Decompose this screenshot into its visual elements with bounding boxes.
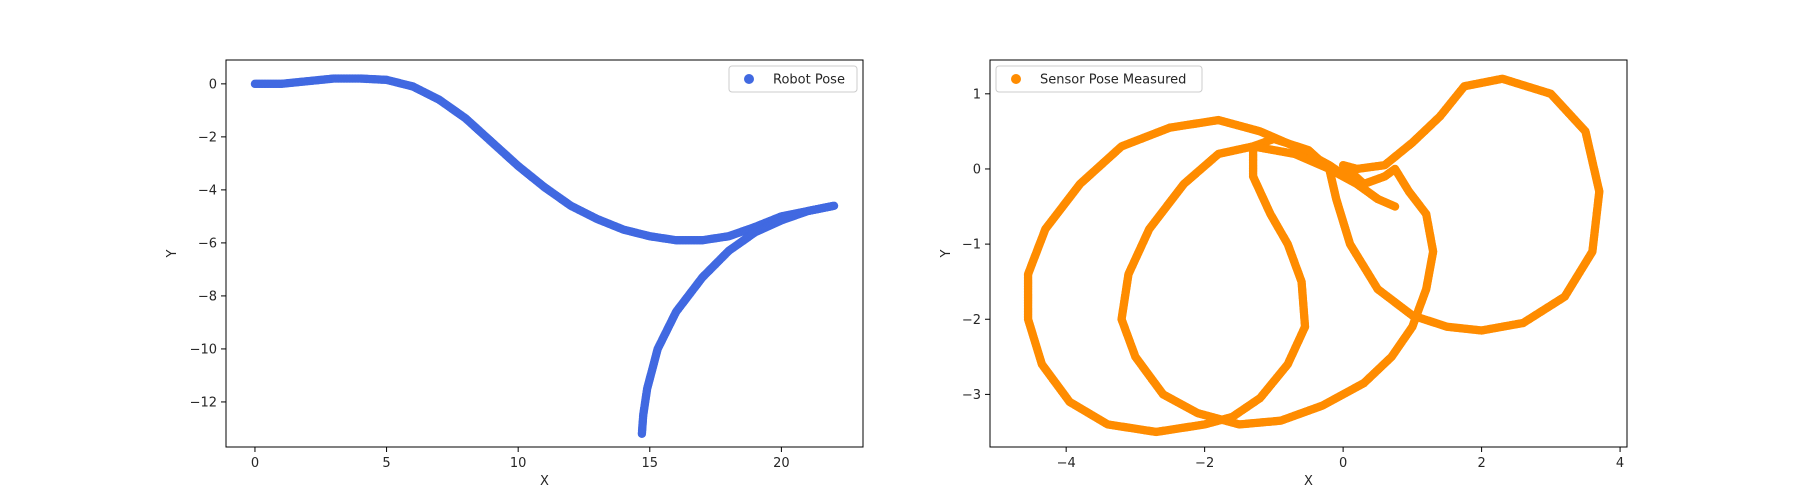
y-tick-label: 1 [973, 87, 981, 102]
axes-frame [225, 59, 864, 448]
x-tick-label: −4 [1057, 456, 1076, 471]
y-axis-label: Y [939, 249, 954, 258]
legend: Robot Pose [728, 65, 858, 93]
y-tick-label: −12 [190, 395, 217, 410]
y-tick-label: −6 [198, 236, 217, 251]
x-tick-label: 5 [382, 456, 390, 471]
sensor-pose-plot: −4 −2 0 2 4 1 0 −1 −2 −3 X Y Sensor Pose Measured [939, 59, 1628, 489]
y-tick-label: 0 [209, 77, 217, 92]
y-axis-label: Y [165, 249, 180, 258]
x-tick-label: 0 [1339, 456, 1347, 471]
y-tick-label: −2 [198, 130, 217, 145]
x-tick-label: 20 [773, 456, 790, 471]
legend-box [995, 65, 1203, 93]
y-tick-label: −1 [962, 238, 981, 253]
legend-box [728, 65, 858, 93]
series-points [1023, 74, 1604, 437]
series-points [250, 74, 839, 438]
y-tick-label: 0 [973, 162, 981, 177]
x-tick-label: 4 [1616, 456, 1624, 471]
x-tick-label: 2 [1477, 456, 1485, 471]
y-tick-label: −8 [198, 289, 217, 304]
x-tick-label: 15 [642, 456, 659, 471]
x-tick-label: 0 [251, 456, 259, 471]
y-tick-label: −10 [190, 342, 217, 357]
robot-pose-plot: 0 5 10 15 20 0 −2 −4 −6 −8 −10 −12 X Y Robot Pose [165, 59, 864, 489]
x-axis-label: X [540, 474, 549, 489]
x-tick-label: −2 [1195, 456, 1214, 471]
y-tick-label: −4 [198, 183, 217, 198]
y-tick-label: −2 [962, 313, 981, 328]
data-point [637, 429, 647, 438]
legend-marker [744, 74, 754, 84]
x-tick-label: 10 [510, 456, 527, 471]
y-tick-label: −3 [962, 388, 981, 403]
data-point [1373, 194, 1382, 204]
axes-frame [989, 59, 1628, 448]
legend-marker [1011, 74, 1021, 84]
legend-label: Sensor Pose Measured [1040, 73, 1186, 88]
x-axis-label: X [1304, 474, 1313, 489]
legend-label: Robot Pose [773, 73, 845, 88]
legend: Sensor Pose Measured [995, 65, 1203, 93]
